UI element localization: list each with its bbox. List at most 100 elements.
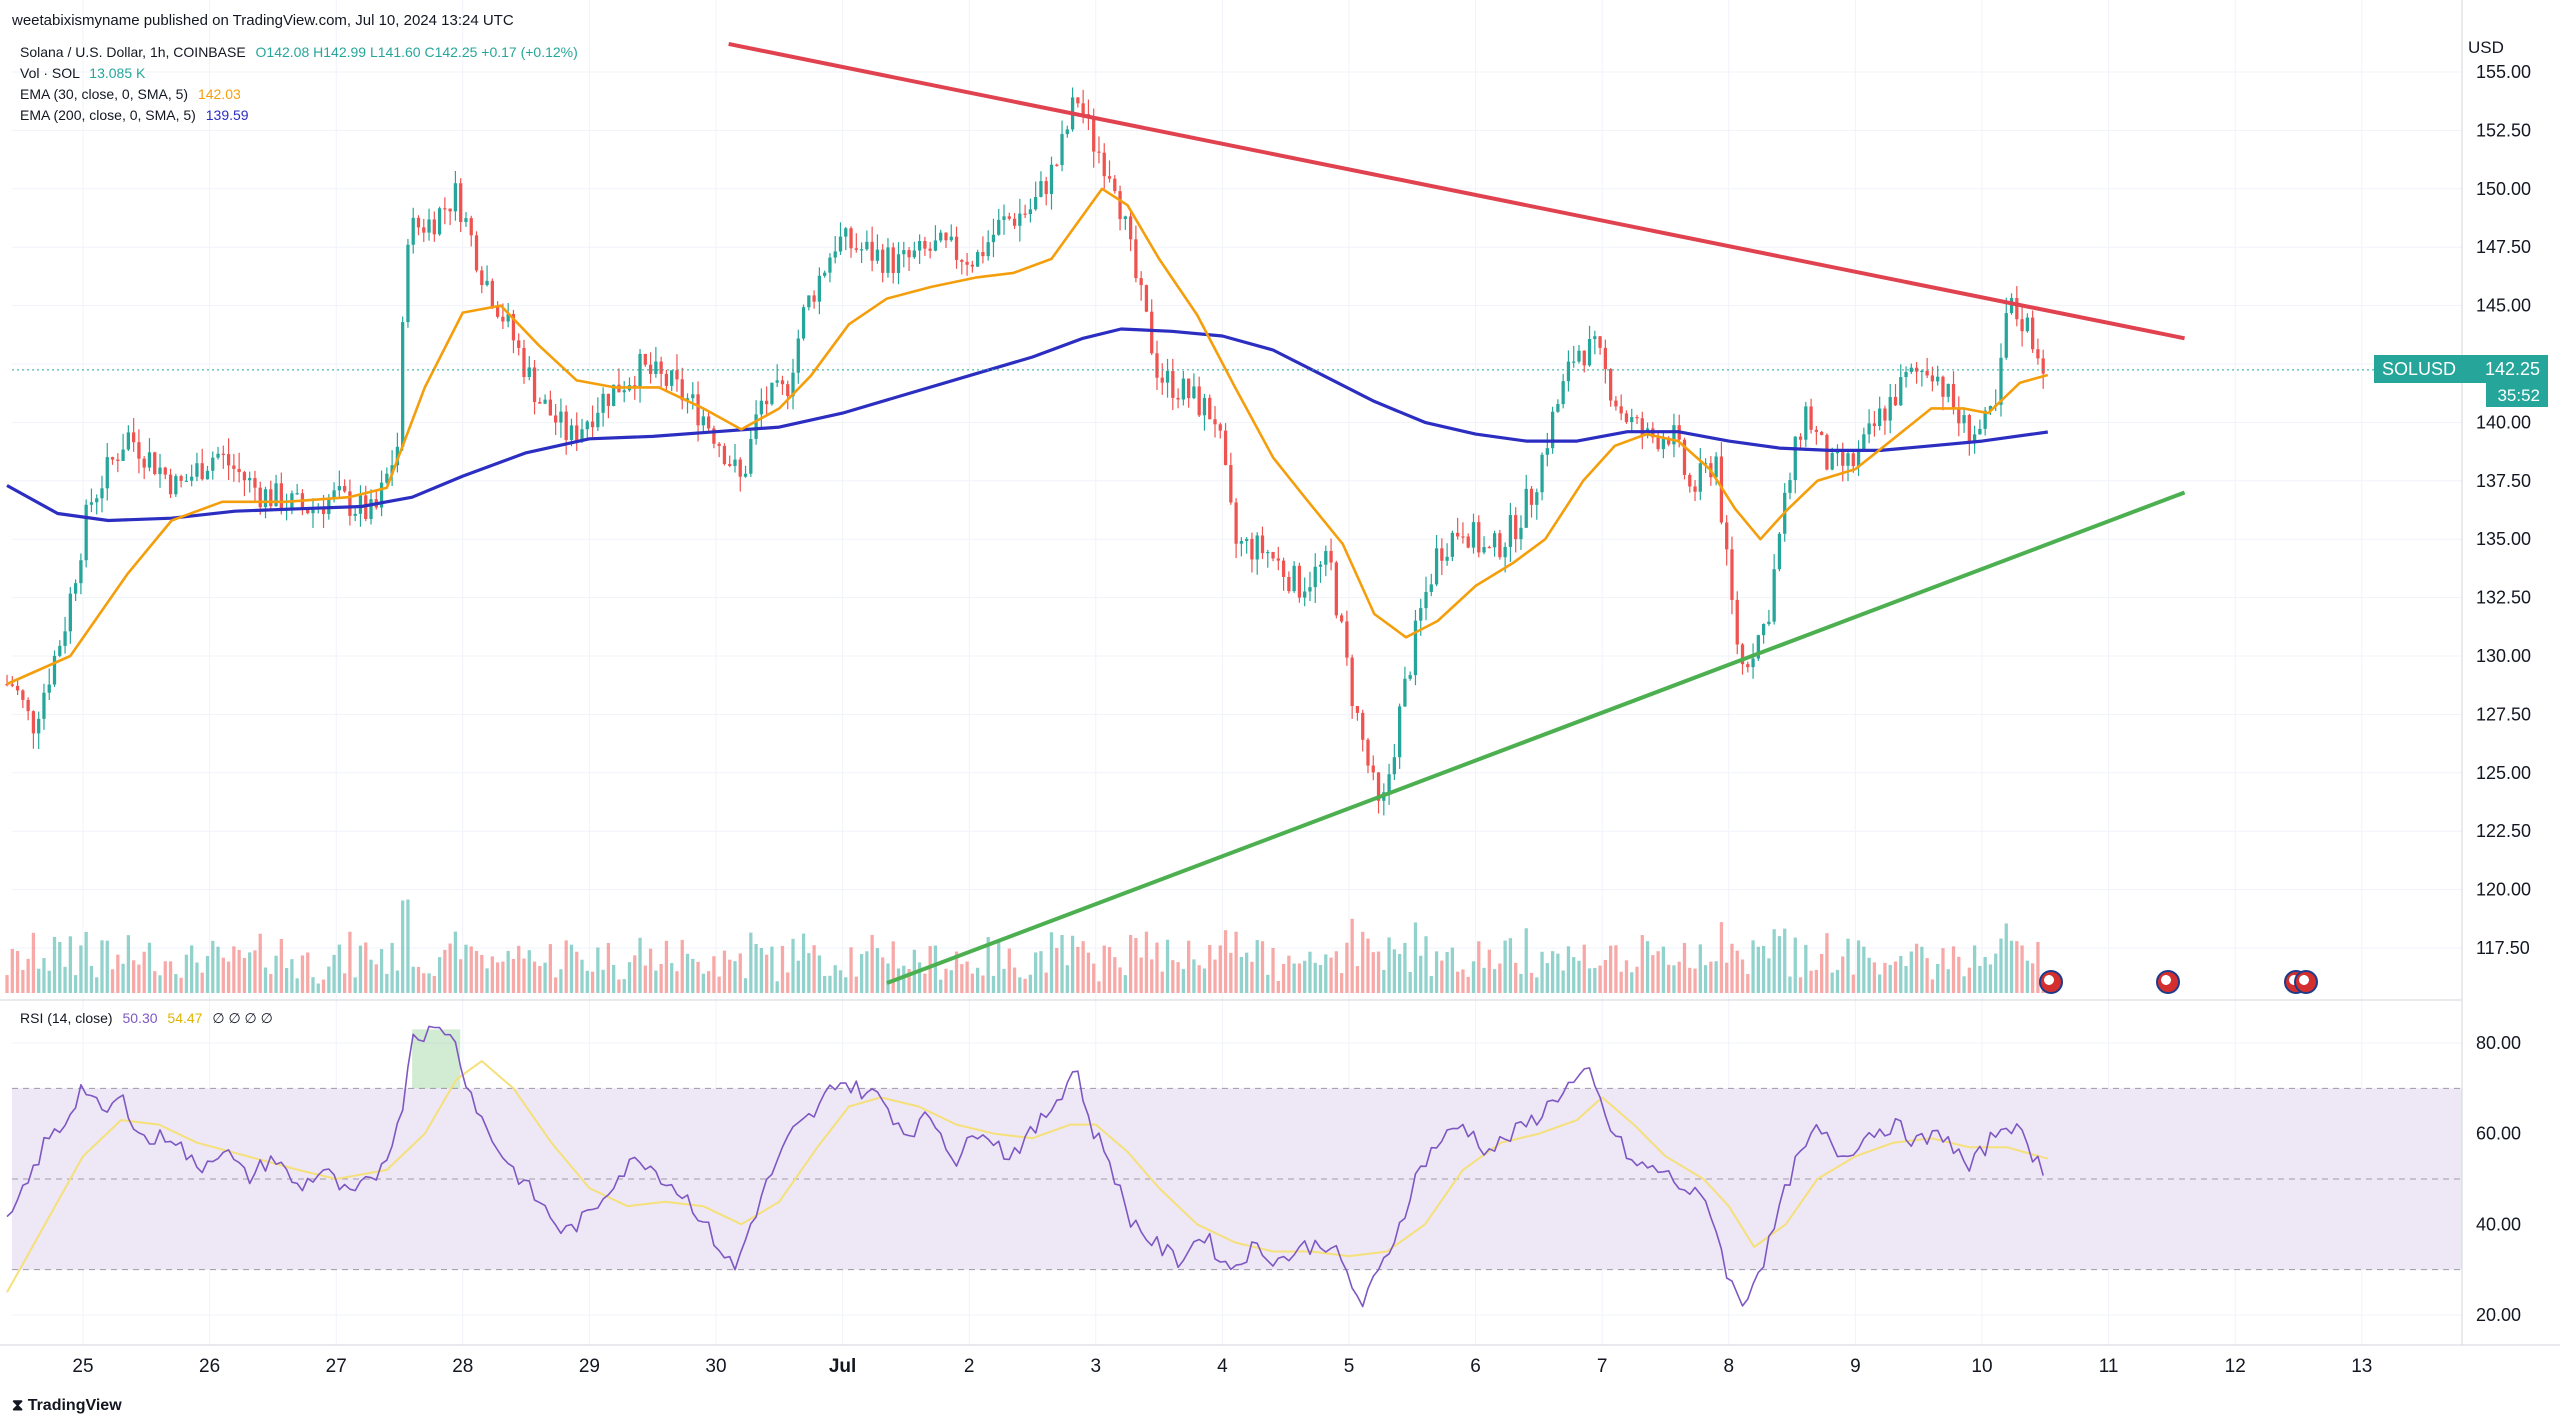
candle-body [147,452,152,468]
legend-volume-row[interactable]: Vol · SOL 13.085 K [20,65,145,81]
candle-body [1097,151,1101,153]
volume-bar [1693,968,1697,993]
volume-bar [1572,957,1576,993]
candle-body [485,280,489,286]
candle-body [780,380,785,385]
time-tick-label: 25 [72,1356,93,1377]
candle-body [1413,620,1418,676]
candle-body [432,219,436,235]
candle-body [917,241,922,251]
volume-bar [1719,922,1724,993]
candle-body [1598,336,1602,348]
candles [5,87,2045,816]
candle-body [960,259,964,262]
volume-bar [1925,958,1929,993]
candle-body [596,412,600,428]
candle-body [881,249,885,273]
candle-body [1983,410,1987,429]
volume-bar [1144,931,1149,993]
time-tick-label: 26 [199,1356,220,1377]
candle-body [1725,522,1729,550]
volume-bar [765,954,769,993]
candle-body [221,453,225,455]
candle-body [1667,438,1671,445]
volume-bar [47,970,51,993]
trend-lines[interactable] [728,42,2186,985]
volume-bar [1746,974,1750,993]
us-flag-event-icon[interactable] [2039,970,2063,994]
volume-bar [1587,968,1592,993]
volume-bar [659,963,663,993]
candle-body [907,250,911,258]
volume-bar [1176,962,1180,993]
candle-body [1202,397,1207,416]
volume-bar [1793,937,1797,993]
candle-body [37,718,41,734]
volume-bar [226,961,231,993]
candle-body [1809,406,1813,430]
candle-body [506,314,510,322]
volume-bar [1060,934,1064,993]
candle-body [1988,406,1993,411]
volume-bar [1387,937,1391,993]
legend-ema30-row[interactable]: EMA (30, close, 0, SMA, 5) 142.03 [20,86,241,102]
candle-body [184,480,189,482]
candle-body [712,428,716,444]
legend-rsi-row[interactable]: RSI (14, close) 50.30 54.47 ∅ ∅ ∅ ∅ [20,1010,273,1027]
candle-body [701,416,705,426]
time-tick-label: 7 [1597,1356,1608,1377]
candle-body [1851,453,1855,467]
candle-body [1899,377,1903,406]
volume-bar [717,976,721,993]
tradingview-logo[interactable]: ⧗ TradingView [12,1397,122,1415]
candle-body [991,234,996,243]
us-flag-event-icon[interactable] [2294,970,2318,994]
volume-bar [633,955,637,993]
price-tick-label: 150.00 [2476,179,2531,199]
price-tick-label: 155.00 [2476,62,2531,82]
volume-bar [680,939,684,993]
candle-body [353,513,357,516]
volume-bar [179,977,183,993]
volume-bar [527,950,531,993]
candle-body [1271,552,1275,559]
time-tick-label: 9 [1850,1356,1861,1377]
volume-bar [348,931,352,993]
volume-bar [1329,957,1333,993]
candle-body [1308,587,1312,592]
legend-ema200-row[interactable]: EMA (200, close, 0, SMA, 5) 139.59 [20,107,249,123]
volume-bar [1324,954,1328,993]
candle-body [1714,456,1718,478]
candle-body [612,384,616,406]
volume-bar [654,970,658,993]
volume-bar [870,934,874,993]
candle-body [153,452,157,475]
candle-body [1951,383,1956,409]
volume-bar [1756,946,1760,993]
currency-label[interactable]: USD [2468,38,2504,57]
volume-bar [1709,961,1713,993]
us-flag-event-icon[interactable] [2156,970,2180,994]
countdown-text: 35:52 [2497,386,2540,405]
volume-bar [712,956,716,993]
logo-icon: ⧗ [12,1397,28,1414]
volume-bar [1688,967,1692,993]
candle-body [411,217,415,245]
volume-bar [1783,928,1787,993]
candle-body [1519,527,1523,540]
volume-bar [1598,965,1602,993]
volume-bar [1535,977,1539,993]
time-tick-label: 2 [964,1356,975,1377]
legend-symbol-row[interactable]: Solana / U.S. Dollar, 1h, COINBASE O142.… [20,44,578,60]
volume-bar [1862,946,1866,993]
candle-body [406,244,410,323]
volume-bar [1809,970,1813,993]
candle-body [1107,176,1112,179]
volume-bar [696,961,700,993]
candle-body [1223,430,1228,466]
volume-bar [1398,953,1402,993]
volume-bar [1524,928,1528,993]
volume-bar [1392,949,1397,993]
candle-body [891,247,895,273]
